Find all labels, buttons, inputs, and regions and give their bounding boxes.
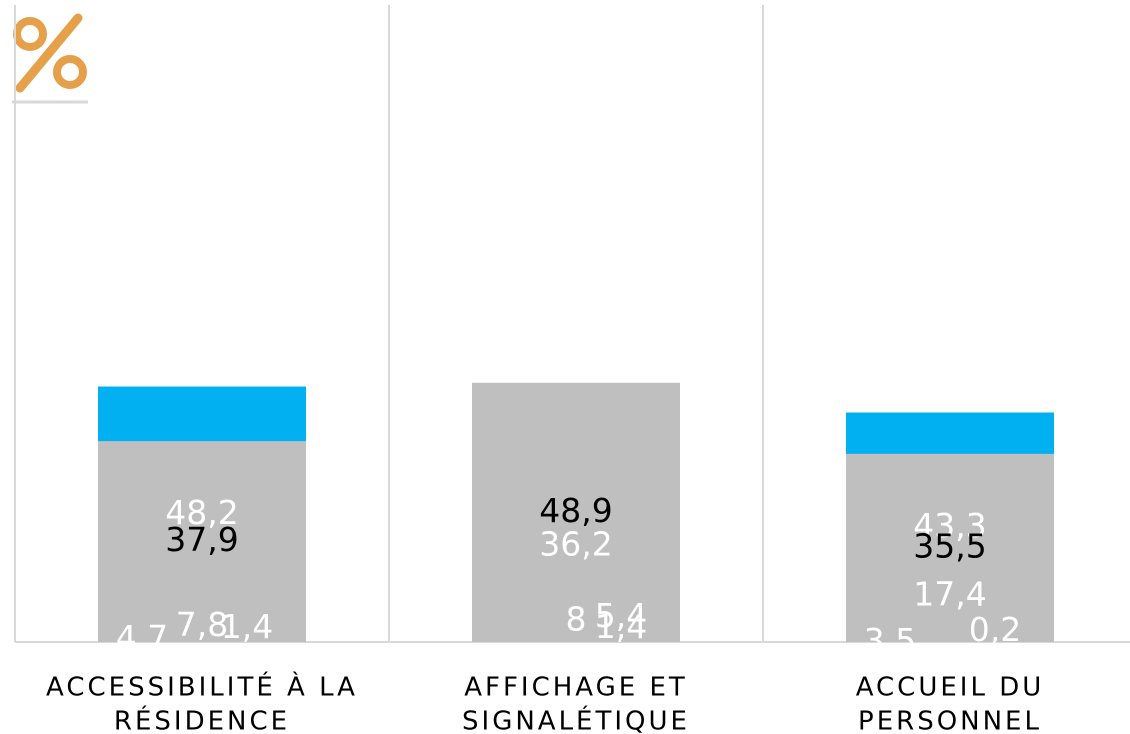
data-label: 37,9 — [165, 520, 238, 559]
percent-icon — [12, 13, 88, 104]
data-label: 17,4 — [913, 574, 986, 613]
x-tick-label: ACCUEIL DU — [856, 673, 1045, 703]
bar-segment — [472, 382, 680, 642]
data-label: 0,2 — [969, 610, 1021, 649]
data-label: 7,8 — [176, 605, 228, 644]
x-tick-label: SIGNALÉTIQUE — [462, 705, 690, 734]
data-label: 48,9 — [539, 491, 612, 530]
data-label: 43,3 — [913, 506, 986, 545]
data-label: 8 — [566, 599, 587, 638]
data-label: 35,5 — [913, 526, 986, 565]
data-label: 3,5 — [864, 621, 916, 660]
data-label: 48,2 — [165, 493, 238, 532]
bar-segment — [98, 441, 306, 642]
data-label: 5,4 — [595, 596, 647, 635]
data-label: 36,2 — [539, 525, 612, 564]
x-tick-label: AFFICHAGE ET — [464, 673, 688, 703]
x-tick-label: PERSONNEL — [858, 707, 1042, 734]
bar-segment — [846, 453, 1054, 642]
data-label: 1,4 — [595, 607, 647, 646]
data-label: 4,7 — [116, 618, 168, 657]
data-label: 1,4 — [221, 607, 273, 646]
x-tick-label: RÉSIDENCE — [114, 705, 290, 734]
x-tick-label: ACCESSIBILITÉ À LA — [46, 671, 358, 703]
